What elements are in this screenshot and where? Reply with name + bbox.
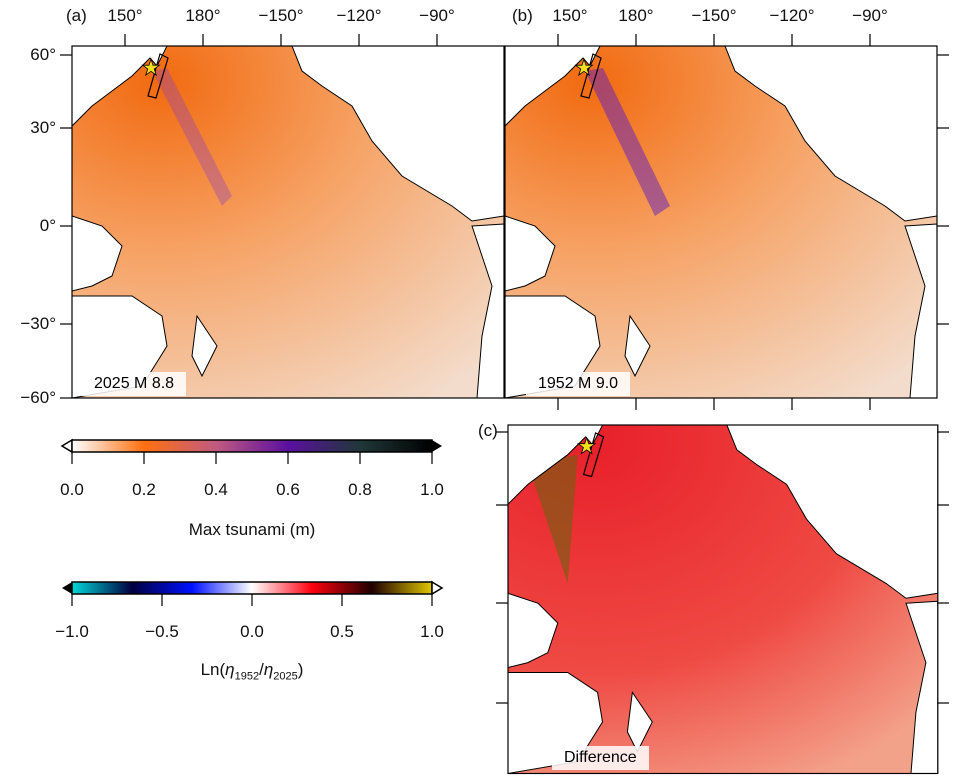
energy-beam xyxy=(585,68,670,216)
colorbar-tick-label: 0.8 xyxy=(348,480,372,499)
colorbar-difference xyxy=(62,580,444,606)
colorbar-tick-label: 0.0 xyxy=(60,480,84,499)
lon-tick-label: 150° xyxy=(107,6,143,25)
colorbar-tick-label: 0.5 xyxy=(330,622,354,641)
frame xyxy=(71,45,505,399)
label-part: / xyxy=(259,660,264,679)
panel-b-map: ★ xyxy=(504,45,938,399)
panel-a-title: 2025 M 8.8 xyxy=(82,372,187,396)
lat-tick-label: 60° xyxy=(30,45,56,64)
panel-a-map: ★ xyxy=(71,45,505,399)
colorbar-max-title: Max tsunami (m) xyxy=(188,520,316,539)
label-part: 1952 xyxy=(234,670,260,683)
energy-beam xyxy=(152,68,232,206)
lat-tick-label: −30° xyxy=(20,314,56,333)
colorbar-max-tsunami xyxy=(60,438,442,464)
panel-c-label: (c) xyxy=(478,421,498,440)
panel-b-title: 1952 M 9.0 xyxy=(526,372,631,396)
colorbar-tick-label: 1.0 xyxy=(420,622,444,641)
star-icon: ★ xyxy=(577,434,597,459)
lon-tick-label: 180° xyxy=(618,6,654,25)
label-part: ) xyxy=(297,660,304,679)
label-part: η xyxy=(225,660,235,679)
lon-tick-label: 180° xyxy=(185,6,221,25)
colorbar-diff-title: Ln(η1952/η2025) xyxy=(201,660,304,682)
lat-tick-label: 30° xyxy=(30,118,56,137)
lon-tick-label: 150° xyxy=(552,6,588,25)
star-icon: ★ xyxy=(574,55,594,80)
colorbar-tick-label: 0.4 xyxy=(204,480,228,499)
frame xyxy=(507,424,939,775)
colorbar-tick-label: 0.2 xyxy=(132,480,156,499)
label-part: η xyxy=(263,660,274,679)
lon-tick-label: −150° xyxy=(258,6,304,25)
colorbar-tick-label: −0.5 xyxy=(145,622,179,641)
axis-ticks xyxy=(60,34,949,704)
colorbar-tick-label: 1.0 xyxy=(420,480,444,499)
label-part: 2025 xyxy=(273,670,298,683)
lat-tick-label: 0° xyxy=(39,216,56,235)
star-icon: ★ xyxy=(141,55,161,80)
frame xyxy=(504,45,938,399)
colorbar-tick-label: 0.6 xyxy=(276,480,300,499)
lon-tick-label: −150° xyxy=(691,6,737,25)
panel-c-map: ★ xyxy=(507,424,939,775)
colorbar-tick-label: 0.0 xyxy=(240,622,264,641)
positive-lobe xyxy=(527,454,578,584)
lon-tick-label: −120° xyxy=(769,6,815,25)
panel-b-label: (b) xyxy=(512,6,533,25)
panel-c-title: Difference xyxy=(552,746,649,770)
label-part: Ln( xyxy=(200,660,226,679)
lon-tick-label: −120° xyxy=(336,6,382,25)
panel-a-label: (a) xyxy=(66,6,87,25)
lat-tick-label: −60° xyxy=(20,388,56,407)
lon-tick-label: −90° xyxy=(419,6,455,25)
lon-tick-label: −90° xyxy=(852,6,888,25)
colorbar-tick-label: −1.0 xyxy=(55,622,89,641)
